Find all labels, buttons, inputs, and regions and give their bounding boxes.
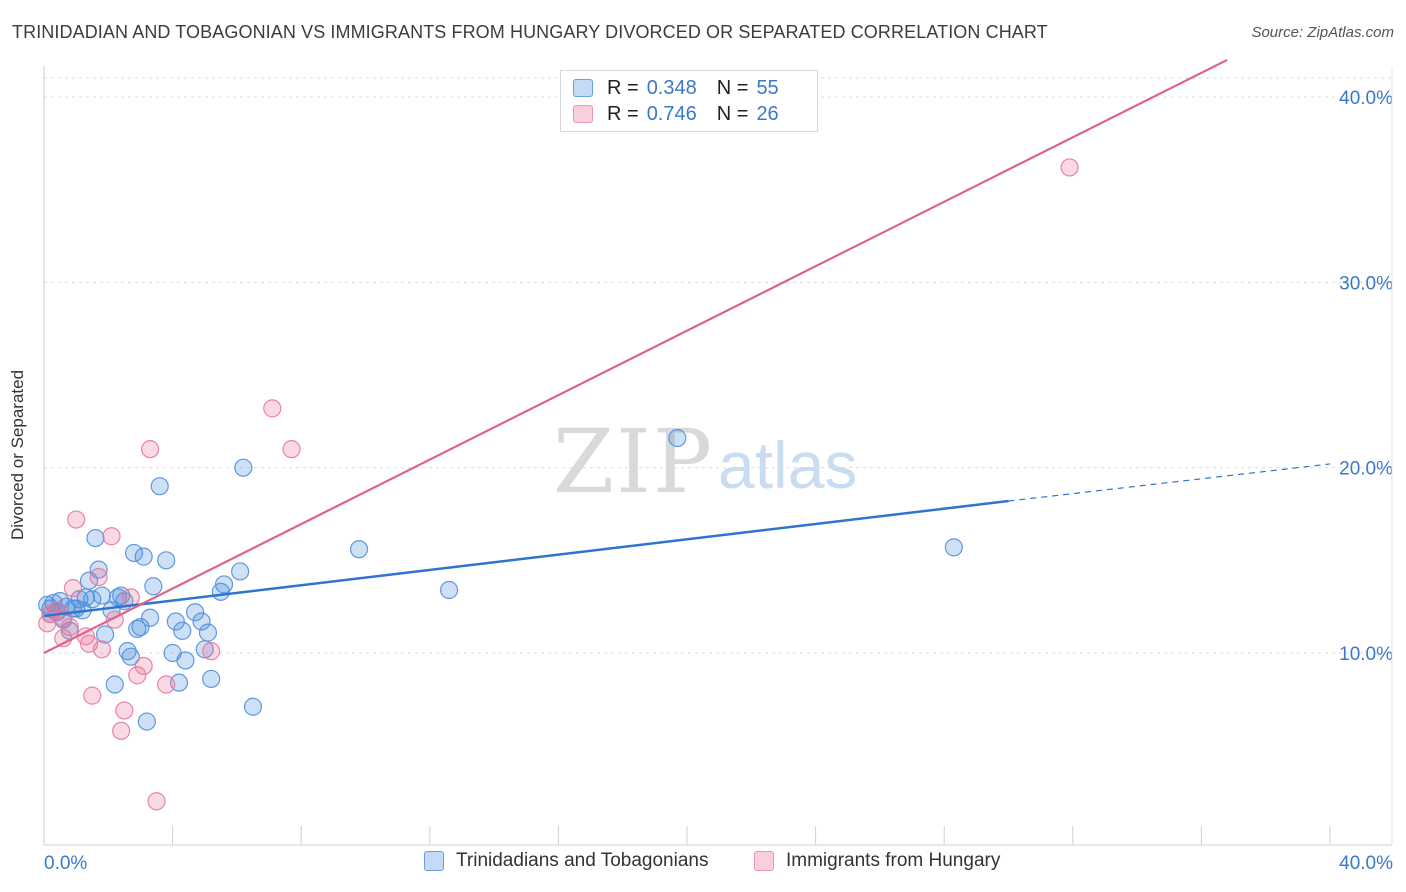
trend-line-trinidadian-extension — [1008, 463, 1331, 502]
legend-n-label: N = — [716, 102, 749, 125]
data-point-trinidadian — [173, 621, 192, 640]
correlation-legend: R = 0.348 N = 55 R = 0.746 N = 26 — [560, 70, 818, 132]
x-tick-label: 40.0% — [1339, 853, 1393, 874]
source-label: Source: ZipAtlas.com — [1251, 24, 1394, 41]
legend-r-label: R = — [607, 76, 639, 99]
data-point-hungary — [140, 440, 160, 459]
legend-n-label: N = — [716, 76, 749, 99]
data-point-trinidadian — [176, 651, 195, 670]
data-point-trinidadian — [70, 590, 89, 609]
data-point-trinidadian — [439, 580, 459, 600]
watermark-atlas: atlas — [718, 428, 857, 502]
data-point-hungary — [157, 675, 176, 694]
data-point-trinidadian — [128, 619, 147, 639]
data-point-hungary — [83, 686, 102, 705]
x-tick-label: 0.0% — [44, 853, 87, 874]
data-point-hungary — [1060, 158, 1079, 177]
trend-line-trinidadian — [43, 499, 1009, 618]
data-point-trinidadian — [192, 612, 211, 631]
data-point-trinidadian — [92, 586, 111, 605]
data-point-hungary — [102, 527, 121, 546]
data-point-trinidadian — [86, 528, 105, 548]
data-point-trinidadian — [105, 675, 124, 694]
data-point-trinidadian — [234, 458, 253, 477]
data-point-trinidadian — [202, 669, 221, 689]
data-point-trinidadian — [134, 547, 153, 566]
legend-n-value: 26 — [756, 102, 779, 125]
watermark-zip: ZIP — [553, 410, 714, 513]
data-point-trinidadian — [198, 623, 218, 642]
data-point-hungary — [128, 666, 147, 685]
legend-r-value: 0.348 — [646, 76, 697, 99]
data-point-hungary — [282, 440, 301, 459]
data-point-trinidadian — [349, 540, 369, 559]
legend-n-value: 55 — [756, 76, 779, 99]
data-point-hungary — [63, 579, 83, 598]
data-point-trinidadian — [124, 543, 144, 563]
data-point-trinidadian — [157, 551, 176, 570]
data-point-trinidadian — [944, 538, 963, 557]
data-point-hungary — [115, 701, 134, 720]
data-point-trinidadian — [89, 560, 108, 579]
data-point-hungary — [147, 792, 166, 811]
y-tick-label: 40.0% — [1339, 88, 1393, 109]
legend-item-hungary[interactable]: Immigrants from Hungary — [754, 850, 1000, 872]
data-point-hungary — [121, 588, 140, 607]
legend-row-pink: R = 0.746 N = 26 — [573, 102, 779, 126]
legend-swatch-pink — [573, 105, 593, 123]
legend-label: Immigrants from Hungary — [786, 850, 1001, 871]
y-tick-label: 30.0% — [1339, 273, 1393, 294]
legend-label: Trinidadians and Tobagonians — [456, 850, 709, 871]
data-point-trinidadian — [668, 428, 687, 448]
y-tick-label: 20.0% — [1339, 459, 1393, 480]
data-point-hungary — [92, 640, 111, 659]
data-point-trinidadian — [137, 712, 156, 731]
chart-title: TRINIDADIAN AND TOBAGONIAN VS IMMIGRANTS… — [12, 22, 1048, 42]
data-point-trinidadian — [231, 562, 250, 581]
legend-swatch-blue — [424, 851, 444, 871]
data-point-trinidadian — [144, 577, 163, 596]
data-point-trinidadian — [150, 477, 169, 496]
data-point-hungary — [202, 642, 221, 661]
data-point-trinidadian — [95, 625, 115, 644]
legend-swatch-pink — [754, 851, 774, 871]
data-point-trinidadian — [83, 590, 102, 609]
trend-line-hungary — [43, 58, 1228, 654]
data-point-hungary — [263, 399, 282, 418]
data-point-trinidadian — [186, 603, 205, 622]
legend-swatch-blue — [573, 79, 593, 97]
data-point-hungary — [112, 721, 131, 740]
legend-row-blue: R = 0.348 N = 55 — [573, 76, 779, 100]
data-point-hungary — [60, 617, 79, 637]
y-tick-label: 10.0% — [1339, 644, 1393, 665]
legend-r-label: R = — [607, 102, 639, 125]
data-point-trinidadian — [121, 647, 140, 666]
data-point-trinidadian — [140, 608, 160, 627]
data-point-trinidadian — [131, 617, 150, 637]
data-point-trinidadian — [166, 612, 185, 631]
data-point-trinidadian — [214, 575, 234, 594]
data-point-hungary — [89, 567, 108, 587]
series-legend: Trinidadians and Tobagonians Immigrants … — [0, 850, 1406, 878]
data-point-trinidadian — [118, 642, 137, 661]
data-point-hungary — [134, 656, 153, 676]
legend-r-value: 0.746 — [646, 102, 697, 125]
data-point-hungary — [67, 510, 86, 529]
legend-item-trinidadians[interactable]: Trinidadians and Tobagonians — [424, 850, 708, 872]
data-point-trinidadian — [243, 697, 263, 716]
